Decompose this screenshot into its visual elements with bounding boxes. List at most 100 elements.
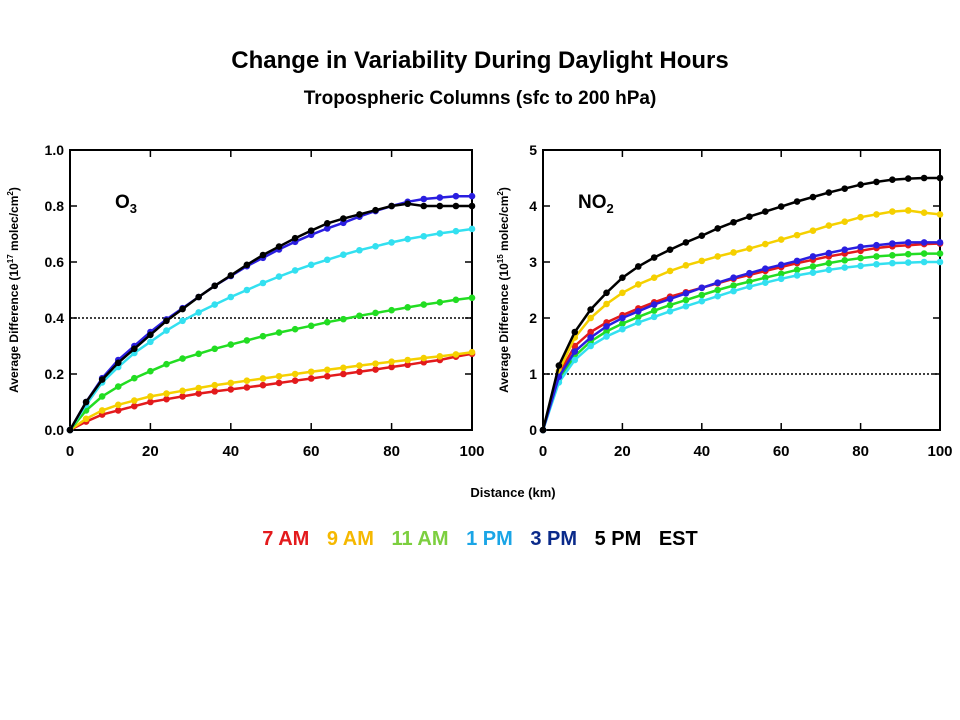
data-point <box>619 314 626 322</box>
data-point <box>356 211 363 218</box>
x-tick-label: 100 <box>459 443 484 460</box>
data-point <box>793 231 801 239</box>
data-point <box>587 306 594 313</box>
legend-item-1pm: 1 PM <box>466 528 513 550</box>
data-point <box>920 209 928 217</box>
data-point <box>452 192 460 200</box>
data-point <box>388 202 395 210</box>
data-point <box>762 274 769 281</box>
data-point <box>275 329 283 336</box>
data-point <box>227 341 235 348</box>
x-tick-label: 0 <box>539 443 547 460</box>
legend-item-5pm: 5 PM <box>594 528 642 550</box>
series-line-1 <box>541 242 941 431</box>
data-point <box>777 270 785 278</box>
data-point <box>66 426 74 434</box>
data-point <box>793 272 801 279</box>
data-point <box>920 250 928 257</box>
data-point <box>825 249 833 257</box>
data-point <box>634 307 642 315</box>
y-tick-label: 0 <box>529 422 537 438</box>
data-point <box>147 331 154 339</box>
data-point <box>777 275 785 283</box>
data-point <box>131 402 138 410</box>
data-point <box>98 393 106 400</box>
data-point <box>259 381 267 389</box>
panel-label: NO2 <box>578 192 614 216</box>
data-point <box>809 193 817 201</box>
data-point <box>793 257 801 265</box>
data-point <box>666 267 674 275</box>
data-point <box>372 309 379 317</box>
legend-item-9am: 9 AM <box>326 528 374 550</box>
data-point <box>873 178 880 186</box>
data-point <box>904 175 912 182</box>
data-point <box>714 286 721 294</box>
data-point <box>114 407 122 414</box>
data-point <box>873 253 880 260</box>
data-point <box>372 366 379 373</box>
data-point <box>634 319 642 326</box>
data-point <box>179 355 186 362</box>
data-point <box>291 325 299 333</box>
data-point <box>587 314 594 322</box>
x-tick-label: 80 <box>383 443 400 460</box>
data-point <box>452 202 460 210</box>
data-point <box>114 383 122 390</box>
plot-frame <box>69 149 473 431</box>
data-point <box>356 312 363 320</box>
data-point <box>619 325 626 333</box>
data-point <box>452 351 460 358</box>
data-point <box>291 377 299 385</box>
data-point <box>404 356 411 364</box>
series-line-4 <box>541 260 940 431</box>
data-point <box>179 317 186 325</box>
data-point <box>195 384 202 392</box>
data-point <box>809 227 817 234</box>
legend-item-7am: 7 AM <box>262 528 310 550</box>
data-point <box>698 291 706 299</box>
y-tick-label: 0.0 <box>45 422 65 438</box>
data-point <box>936 258 944 266</box>
data-point <box>889 208 896 215</box>
data-point <box>195 350 202 358</box>
data-point <box>714 292 721 300</box>
data-point <box>436 299 444 306</box>
data-point <box>195 390 202 397</box>
data-point <box>619 320 626 327</box>
data-point <box>746 213 753 220</box>
data-point <box>698 297 706 305</box>
data-point <box>730 274 737 281</box>
data-point <box>777 236 785 243</box>
data-point <box>650 274 658 281</box>
data-point <box>259 332 267 340</box>
data-point <box>793 266 801 274</box>
data-point <box>259 251 267 259</box>
data-point <box>98 407 106 414</box>
data-point <box>372 206 379 214</box>
data-point <box>147 367 154 375</box>
data-point <box>179 387 186 395</box>
data-point <box>904 239 912 246</box>
data-point <box>131 345 138 353</box>
data-point <box>825 259 833 267</box>
data-point <box>936 239 944 246</box>
data-point <box>227 293 235 301</box>
data-point <box>666 246 674 253</box>
data-point <box>730 282 737 289</box>
data-point <box>147 393 154 400</box>
data-point <box>920 239 928 246</box>
x-tick-label: 60 <box>303 443 320 460</box>
data-point <box>323 220 331 227</box>
data-point <box>841 218 849 225</box>
data-point <box>714 225 721 232</box>
data-point <box>468 225 476 233</box>
data-point <box>603 328 610 335</box>
data-point <box>340 364 347 372</box>
data-point <box>388 363 395 371</box>
data-point <box>243 286 251 294</box>
data-point <box>340 370 347 378</box>
data-point <box>211 282 219 290</box>
data-point <box>634 313 642 321</box>
data-point <box>275 379 283 387</box>
